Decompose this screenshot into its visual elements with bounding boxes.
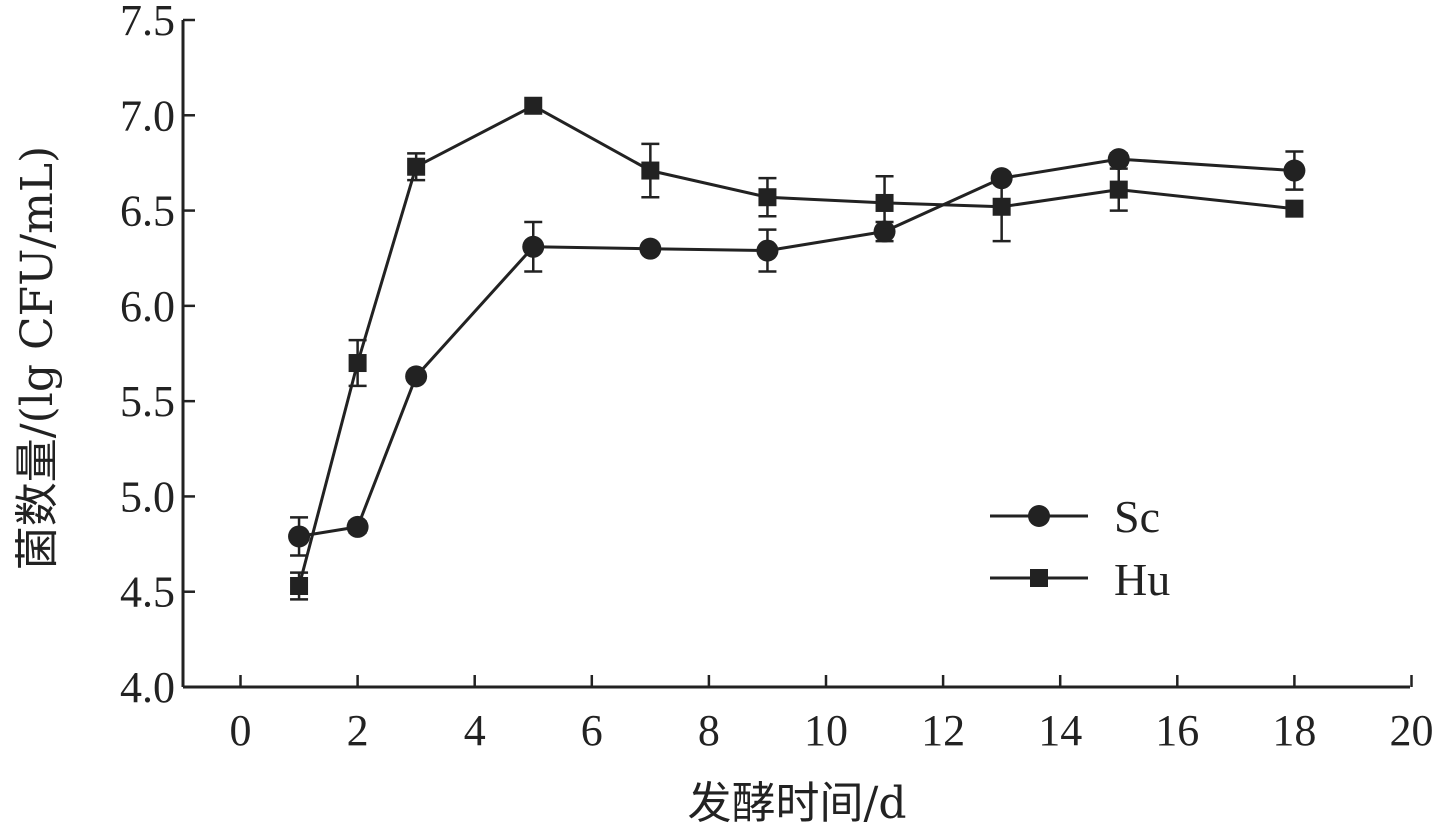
x-tick-label: 12	[921, 706, 965, 755]
y-tick-label: 5.5	[120, 377, 175, 426]
point-hu	[992, 197, 1011, 216]
y-tick-label: 5.0	[120, 472, 175, 521]
point-sc	[346, 515, 369, 538]
y-tick-label: 7.0	[120, 91, 175, 140]
point-hu	[348, 354, 367, 373]
y-axis-ticks: 4.0 4.5 5.0 5.5 6.0 6.5 7.0 7.5	[120, 0, 195, 712]
point-hu	[290, 576, 309, 595]
legend: Sc Hu	[990, 491, 1170, 605]
point-hu	[524, 96, 543, 115]
point-sc	[873, 220, 896, 243]
point-sc	[405, 365, 428, 388]
point-hu	[875, 193, 894, 212]
legend-marker-sc	[1028, 505, 1050, 527]
x-tick-label: 14	[1038, 706, 1082, 755]
axes	[181, 20, 1410, 689]
legend-marker-hu	[1030, 569, 1048, 587]
series-line-hu	[297, 104, 1295, 587]
series-layer	[288, 96, 1306, 601]
point-hu	[407, 157, 426, 176]
x-tick-label: 4	[464, 706, 486, 755]
y-tick-label: 6.0	[120, 282, 175, 331]
x-tick-label: 16	[1155, 706, 1199, 755]
x-tick-label: 20	[1390, 706, 1434, 755]
point-hu	[758, 188, 777, 207]
point-sc	[288, 525, 311, 548]
x-tick-label: 10	[804, 706, 848, 755]
x-axis-ticks: 0 2 4 6 8 10 12 14 16 18 20	[230, 675, 1434, 755]
legend-label-hu: Hu	[1114, 554, 1170, 605]
point-sc	[522, 235, 545, 258]
y-tick-label: 7.5	[120, 0, 175, 45]
x-tick-label: 2	[347, 706, 369, 755]
series-line-sc	[298, 157, 1295, 538]
series-sc	[288, 148, 1306, 557]
legend-label-sc: Sc	[1114, 491, 1160, 542]
point-sc	[639, 237, 662, 260]
x-tick-label: 18	[1272, 706, 1316, 755]
point-hu	[641, 161, 660, 180]
y-axis-title: 菌数量/(lg CFU/mL)	[12, 146, 63, 570]
x-axis-title: 发酵时间/d	[688, 778, 907, 827]
point-hu	[1285, 199, 1304, 218]
y-tick-label: 6.5	[120, 187, 175, 236]
point-sc	[1107, 148, 1130, 171]
series-hu	[290, 96, 1304, 601]
point-sc	[1283, 159, 1306, 182]
point-sc	[756, 239, 779, 262]
y-tick-label: 4.5	[120, 568, 175, 617]
point-hu	[1109, 180, 1128, 199]
x-tick-label: 8	[698, 706, 720, 755]
y-tick-label: 4.0	[120, 663, 175, 712]
x-tick-label: 0	[230, 706, 252, 755]
x-tick-label: 6	[581, 706, 603, 755]
